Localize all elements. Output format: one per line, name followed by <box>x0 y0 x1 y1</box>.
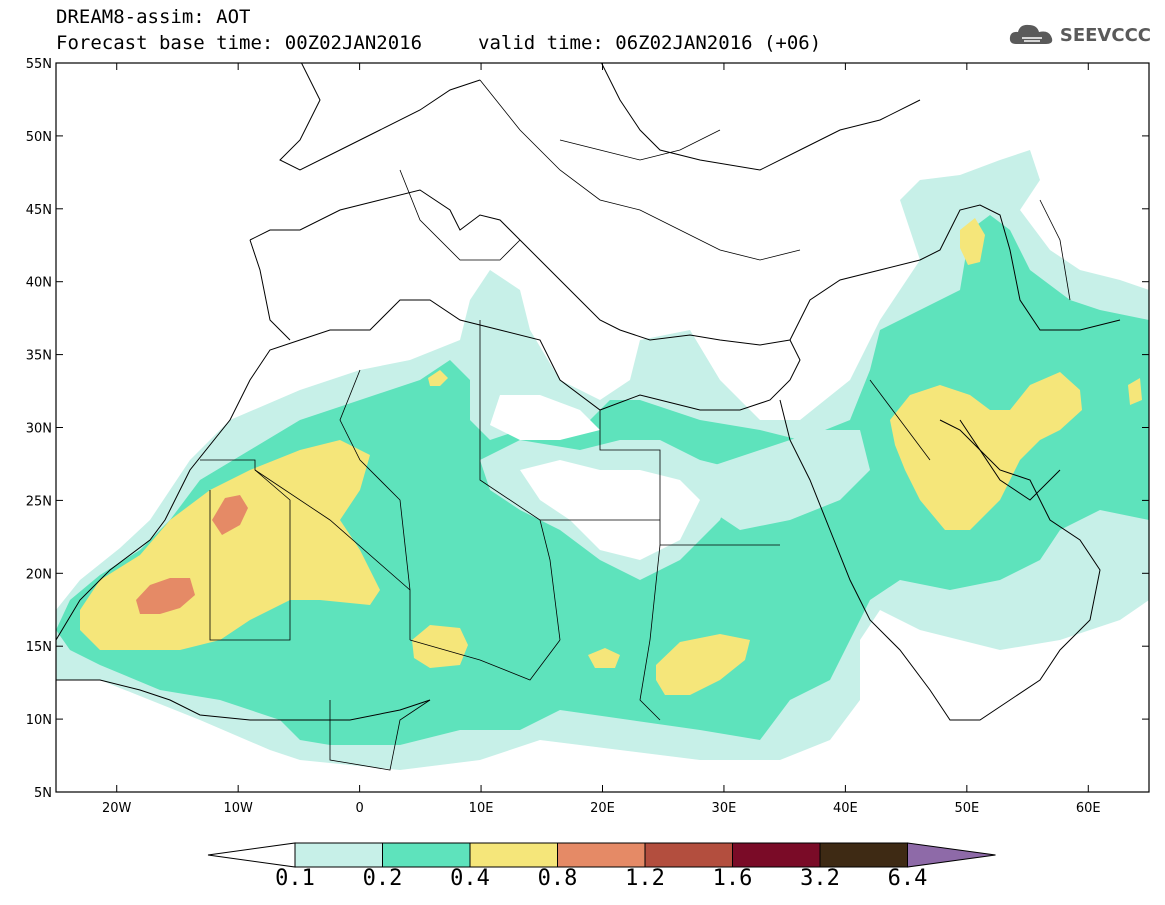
colorbar-swatch <box>469 842 558 868</box>
colorbar-swatch <box>557 842 646 868</box>
forecast-base-time: Forecast base time: 00Z02JAN2016 <box>56 32 423 54</box>
lat-tick-label: 5N <box>34 786 52 801</box>
colorbar-level-label: 3.2 <box>800 866 840 891</box>
seevccc-logo: SEEVCCC <box>1008 22 1151 48</box>
colorbar-low-arrow <box>207 842 296 868</box>
lon-tick-label: 10W <box>223 801 253 816</box>
aot-contours <box>56 150 1149 770</box>
lat-tick-label: 15N <box>26 640 52 655</box>
lat-tick-label: 55N <box>26 57 52 72</box>
lat-tick-label: 20N <box>26 567 52 582</box>
cloud-logo-icon <box>1009 24 1053 44</box>
lon-tick-label: 10E <box>469 801 494 816</box>
lon-tick-label: 20W <box>102 801 132 816</box>
lon-tick-label: 40E <box>833 801 858 816</box>
colorbar <box>207 842 996 868</box>
lon-tick-label: 30E <box>712 801 737 816</box>
aot-clear-sahara <box>520 460 700 560</box>
colorbar-level-label: 6.4 <box>887 866 928 891</box>
colorbar-level-label: 0.8 <box>537 866 578 891</box>
colorbar-high-arrow <box>907 842 996 868</box>
colorbar-swatch <box>382 842 471 868</box>
aot-clear-libya <box>490 395 600 440</box>
logo-text: SEEVCCC <box>1059 24 1151 46</box>
lon-tick-label: 60E <box>1076 801 1101 816</box>
colorbar-swatch <box>294 842 383 868</box>
lon-tick-label: 0 <box>355 801 363 816</box>
colorbar-level-label: 0.2 <box>362 866 403 891</box>
aot-0.8-region-2 <box>136 578 195 614</box>
lat-tick-label: 25N <box>26 494 52 509</box>
lat-tick-label: 35N <box>26 349 52 364</box>
colorbar-swatch <box>819 842 908 868</box>
lon-tick-label: 50E <box>954 801 979 816</box>
aot-0.4-mali <box>412 625 468 668</box>
map-title: DREAM8-assim: AOT <box>56 6 251 28</box>
colorbar-level-label: 1.6 <box>712 866 753 891</box>
lat-tick-label: 45N <box>26 203 52 218</box>
aot-0.4-iran <box>1128 378 1142 405</box>
colorbar-swatch <box>732 842 821 868</box>
colorbar-level-label: 1.2 <box>625 866 665 891</box>
colorbar-swatch <box>644 842 733 868</box>
colorbar-level-label: 0.1 <box>275 866 315 891</box>
aot-0.1-egypt <box>700 430 870 530</box>
aot-0.4-caspian <box>960 218 985 265</box>
latitude-axis: 55N 50N 45N 40N 35N 30N 25N 20N 15N 10N 5N <box>26 57 1149 801</box>
valid-time: valid time: 06Z02JAN2016 (+06) <box>478 32 822 54</box>
country-borders <box>200 79 1071 771</box>
aot-0.4-chad <box>588 648 620 668</box>
colorbar-level-label: 0.4 <box>450 866 490 891</box>
lat-tick-label: 30N <box>26 422 52 437</box>
aot-0.4-arabia <box>890 372 1082 530</box>
lat-tick-label: 50N <box>26 130 52 145</box>
lon-tick-label: 20E <box>590 801 615 816</box>
longitude-axis: 20W 10W 0 10E 20E 30E 40E 50E 60E <box>102 63 1101 816</box>
lat-tick-label: 10N <box>26 713 52 728</box>
aot-0.4-sudan <box>656 634 750 695</box>
lat-tick-label: 40N <box>26 276 52 291</box>
aot-0.8-region-1 <box>212 495 248 535</box>
aot-0.4-algeria <box>428 370 448 386</box>
